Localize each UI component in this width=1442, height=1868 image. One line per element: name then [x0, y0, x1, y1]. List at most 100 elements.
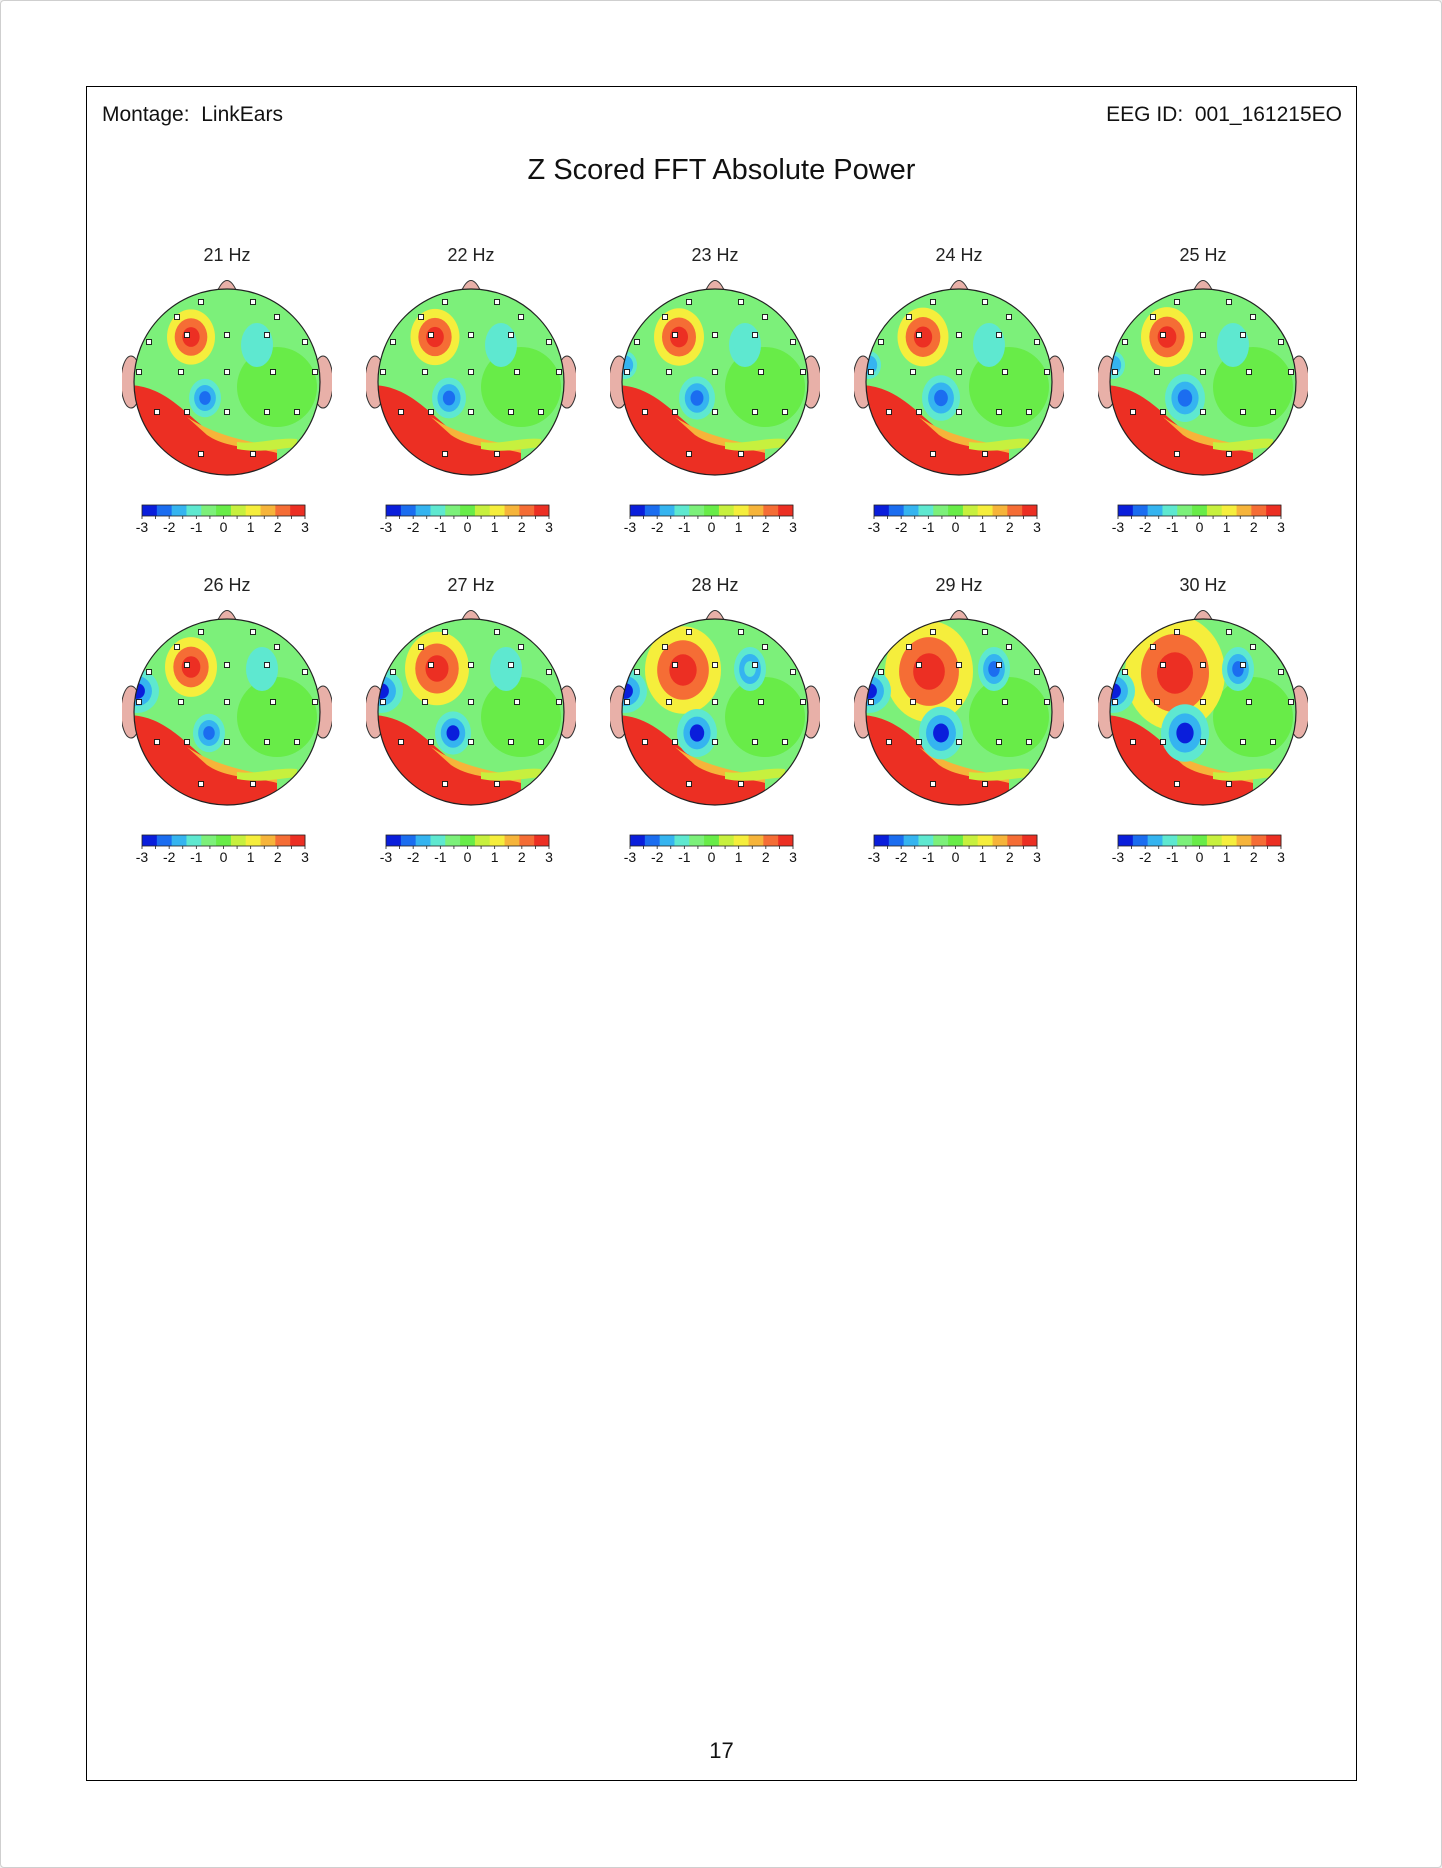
scalp-topomap: -3 -2 -1 0 1 2 3 — [366, 610, 576, 865]
electrode-marker — [556, 369, 562, 375]
electrode-marker — [224, 409, 230, 415]
colorbar-tick-label: 1 — [979, 519, 987, 535]
colorbar-segment — [1251, 505, 1267, 516]
topomap-8: 28 Hz -3 -2 -1 0 1 2 3 — [610, 575, 830, 875]
colorbar-segment — [689, 505, 705, 516]
colorbar-tick-label: -3 — [868, 849, 881, 865]
colorbar-segment — [1162, 835, 1178, 846]
electrode-marker — [184, 332, 190, 338]
electrode-marker — [1044, 699, 1050, 705]
colorbar-segment — [504, 835, 520, 846]
electrode-marker — [264, 739, 270, 745]
electrode-marker — [198, 781, 204, 787]
colorbar-tick-label: 2 — [762, 849, 770, 865]
electrode-marker — [518, 314, 524, 320]
electrode-marker — [782, 409, 788, 415]
electrode-marker — [956, 699, 962, 705]
electrode-marker — [270, 699, 276, 705]
colorbar-segment — [630, 505, 646, 516]
electrode-marker — [468, 369, 474, 375]
electrode-marker — [294, 739, 300, 745]
scalp-outline — [1109, 288, 1297, 476]
topomap-6: 26 Hz -3 -2 -1 0 1 2 3 — [122, 575, 342, 875]
electrode-marker — [1200, 369, 1206, 375]
frequency-label: 29 Hz — [935, 575, 983, 595]
colorbar-tick-label: -2 — [163, 519, 176, 535]
colorbar-tick-label: -2 — [1139, 519, 1152, 535]
electrode-marker — [868, 369, 874, 375]
electrode-marker — [1112, 699, 1118, 705]
colorbar-segment — [1177, 835, 1193, 846]
electrode-marker — [738, 781, 744, 787]
electrode-marker — [1200, 739, 1206, 745]
colorbar-tick-label: 3 — [545, 849, 553, 865]
electrode-marker — [1240, 739, 1246, 745]
colorbar-segment — [216, 835, 232, 846]
colorbar-segment — [1221, 505, 1237, 516]
frequency-label: 24 Hz — [935, 245, 983, 265]
colorbar-tick-label: 1 — [247, 849, 255, 865]
activity-blob — [446, 725, 460, 741]
colorbar-tick-label: 3 — [301, 849, 309, 865]
electrode-marker — [442, 629, 448, 635]
electrode-marker — [184, 409, 190, 415]
electrode-marker — [738, 629, 744, 635]
colorbar-tick-label: -2 — [895, 849, 908, 865]
colorbar-segment — [933, 835, 949, 846]
topomap-5: 25 Hz -3 -2 -1 0 1 2 3 — [1098, 245, 1318, 545]
colorbar-tick-label: -1 — [922, 519, 935, 535]
electrode-marker — [428, 739, 434, 745]
colorbar-segment — [1022, 835, 1038, 846]
electrode-marker — [982, 781, 988, 787]
topomap-9: 29 Hz -3 -2 -1 0 1 2 3 — [854, 575, 1074, 875]
scalp-topomap: -3 -2 -1 0 1 2 3 — [854, 280, 1064, 535]
colorbar-segment — [156, 835, 173, 846]
colorbar-segment — [275, 835, 291, 846]
scalp-map-field — [134, 289, 320, 475]
activity-blob — [495, 337, 507, 353]
colorbar-segment — [260, 835, 276, 846]
topomap-1: 21 Hz -3 -2 -1 0 1 2 3 — [122, 245, 342, 545]
scalp-map-field — [378, 289, 564, 475]
electrode-marker — [672, 332, 678, 338]
colorbar-tick-label: -3 — [136, 519, 149, 535]
electrode-marker — [642, 739, 648, 745]
colorbar-tick-label: -1 — [678, 849, 691, 865]
colorbar-segment — [201, 835, 217, 846]
electrode-marker — [1200, 699, 1206, 705]
scalp-topomap: -3 -2 -1 0 1 2 3 — [122, 610, 332, 865]
colorbar-segment — [918, 505, 934, 516]
electrode-marker — [1154, 369, 1160, 375]
electrode-marker — [642, 409, 648, 415]
electrode-marker — [1226, 299, 1232, 305]
colorbar-segment — [948, 835, 964, 846]
electrode-marker — [1174, 781, 1180, 787]
electrode-marker — [1240, 332, 1246, 338]
colorbar-segment — [245, 835, 261, 846]
colorbar-tick-label: 1 — [491, 519, 499, 535]
electrode-marker — [546, 669, 552, 675]
colorbar-tick-label: 2 — [1006, 519, 1014, 535]
electrode-marker — [738, 299, 744, 305]
colorbar-segment — [1118, 835, 1134, 846]
electrode-marker — [662, 314, 668, 320]
colorbar-tick-label: -3 — [380, 519, 393, 535]
electrode-marker — [224, 369, 230, 375]
colorbar-tick-label: 1 — [1223, 519, 1231, 535]
colorbar-tick-label: 3 — [1033, 519, 1041, 535]
colorbar-tick-label: -2 — [895, 519, 908, 535]
colorbar-tick-label: 0 — [220, 519, 228, 535]
activity-blob — [1227, 337, 1239, 353]
electrode-marker — [996, 662, 1002, 668]
colorbar-segment — [260, 505, 276, 516]
colorbar-segment — [659, 505, 675, 516]
electrode-marker — [956, 739, 962, 745]
electrode-marker — [264, 409, 270, 415]
colorbar-tick-label: 3 — [1277, 849, 1285, 865]
scalp-topomap: -3 -2 -1 0 1 2 3 — [122, 280, 332, 535]
scalp-outline — [377, 618, 565, 806]
colorbar-tick-label: -2 — [1139, 849, 1152, 865]
electrode-marker — [916, 409, 922, 415]
colorbar-tick-label: 2 — [518, 849, 526, 865]
